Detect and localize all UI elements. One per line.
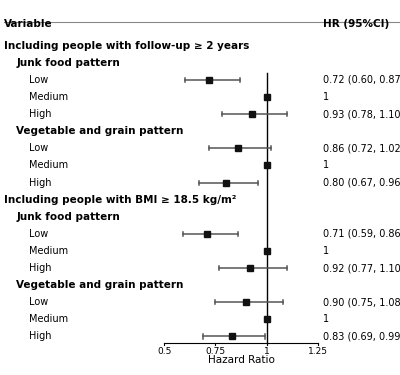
Text: Medium: Medium <box>29 246 68 256</box>
Text: Medium: Medium <box>29 92 68 102</box>
Text: Junk food pattern: Junk food pattern <box>16 58 120 68</box>
Text: 0.86 (0.72, 1.02): 0.86 (0.72, 1.02) <box>323 143 400 153</box>
Text: High: High <box>29 109 51 119</box>
Text: 1: 1 <box>323 160 329 171</box>
Text: Hazard Ratio: Hazard Ratio <box>208 355 274 365</box>
Text: Low: Low <box>29 297 48 307</box>
Text: Including people with follow-up ≥ 2 years: Including people with follow-up ≥ 2 year… <box>4 41 250 51</box>
Text: 0.75: 0.75 <box>205 347 226 356</box>
Text: 1.25: 1.25 <box>308 347 328 356</box>
Text: High: High <box>29 332 51 342</box>
Text: Including people with BMI ≥ 18.5 kg/m²: Including people with BMI ≥ 18.5 kg/m² <box>4 195 236 205</box>
Text: Variable: Variable <box>4 18 53 28</box>
Text: 0.93 (0.78, 1.10): 0.93 (0.78, 1.10) <box>323 109 400 119</box>
Text: 0.80 (0.67, 0.96): 0.80 (0.67, 0.96) <box>323 178 400 188</box>
Text: Junk food pattern: Junk food pattern <box>16 212 120 222</box>
Text: High: High <box>29 263 51 273</box>
Text: Vegetable and grain pattern: Vegetable and grain pattern <box>16 126 184 136</box>
Text: 0.90 (0.75, 1.08): 0.90 (0.75, 1.08) <box>323 297 400 307</box>
Text: Low: Low <box>29 143 48 153</box>
Text: 0.83 (0.69, 0.99): 0.83 (0.69, 0.99) <box>323 332 400 342</box>
Text: Medium: Medium <box>29 160 68 171</box>
Text: 0.5: 0.5 <box>157 347 171 356</box>
Text: 1: 1 <box>323 92 329 102</box>
Text: 0.72 (0.60, 0.87): 0.72 (0.60, 0.87) <box>323 75 400 85</box>
Text: HR (95%CI): HR (95%CI) <box>323 18 389 28</box>
Text: 1: 1 <box>323 314 329 324</box>
Text: 0.71 (0.59, 0.86): 0.71 (0.59, 0.86) <box>323 229 400 239</box>
Text: Low: Low <box>29 229 48 239</box>
Text: 1: 1 <box>264 347 270 356</box>
Text: 1: 1 <box>323 246 329 256</box>
Text: Medium: Medium <box>29 314 68 324</box>
Text: High: High <box>29 178 51 188</box>
Text: 0.92 (0.77, 1.10): 0.92 (0.77, 1.10) <box>323 263 400 273</box>
Text: Vegetable and grain pattern: Vegetable and grain pattern <box>16 280 184 290</box>
Text: Low: Low <box>29 75 48 85</box>
